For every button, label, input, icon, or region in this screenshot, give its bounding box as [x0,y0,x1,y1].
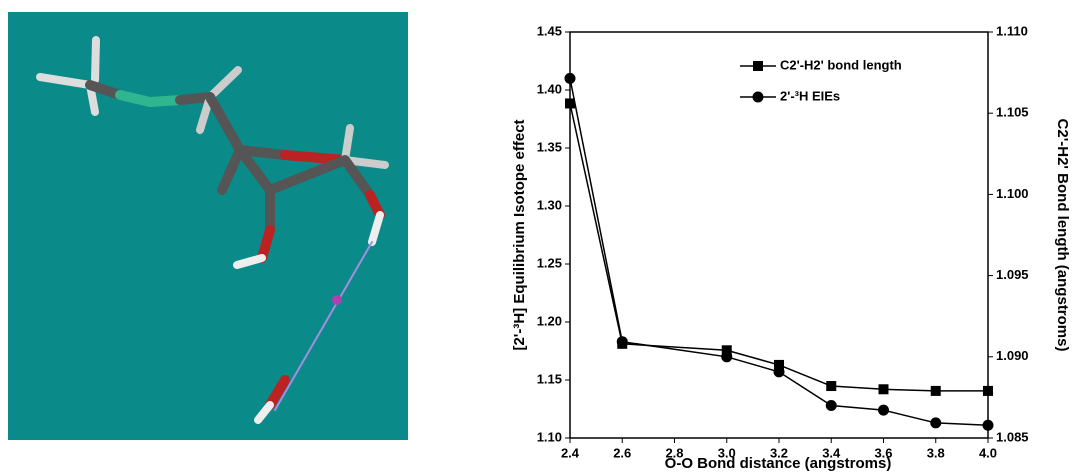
legend-label: C2'-H2' bond length [780,57,902,72]
x-tick-label: 2.4 [561,445,580,460]
data-point [565,98,575,108]
data-point [826,381,836,391]
x-tick-label: 2.6 [613,445,631,460]
molecule-render [8,12,408,440]
y-tick-label: 1.15 [537,371,562,386]
y2-tick-label: 1.090 [996,348,1029,363]
x-tick-label: 3.4 [822,445,841,460]
y2-tick-label: 1.110 [996,23,1028,38]
y2-tick-label: 1.100 [996,186,1029,201]
y-tick-label: 1.30 [537,197,562,212]
legend-label: 2'-³H EIEs [780,88,840,103]
viewer-background [8,12,408,440]
y-tick-label: 1.45 [537,23,562,38]
data-point [774,366,785,377]
data-point [617,336,628,347]
legend-marker [753,61,763,71]
y-tick-label: 1.20 [537,313,562,328]
legend-marker [753,92,764,103]
series-line [570,103,988,390]
x-tick-label: 3.6 [874,445,892,460]
data-point [565,73,576,84]
y-axis-title: [2'-³H] Equilibrium Isotope effect [511,119,528,350]
y-tick-label: 1.35 [537,139,562,154]
y-tick-label: 1.10 [537,429,562,444]
y2-axis-title: C2'-H2' Bond length (angstroms) [1054,119,1071,352]
data-point [931,386,941,396]
y-tick-label: 1.40 [537,81,562,96]
data-point [879,384,889,394]
y2-tick-label: 1.095 [996,267,1029,282]
x-tick-label: 3.8 [927,445,945,460]
x-tick-label: 3.0 [718,445,736,460]
x-tick-label: 2.8 [665,445,683,460]
data-point [983,420,994,431]
x-tick-label: 4.0 [979,445,997,460]
data-point [826,400,837,411]
data-point [983,386,993,396]
y2-tick-label: 1.105 [996,105,1029,120]
y-tick-label: 1.25 [537,255,562,270]
x-tick-label: 3.2 [770,445,788,460]
y2-tick-label: 1.085 [996,429,1029,444]
data-point [721,351,732,362]
figure: O-O Bond distance (angstroms) [2'-³H] Eq… [0,0,1080,473]
data-point [878,405,889,416]
data-point [930,417,941,428]
